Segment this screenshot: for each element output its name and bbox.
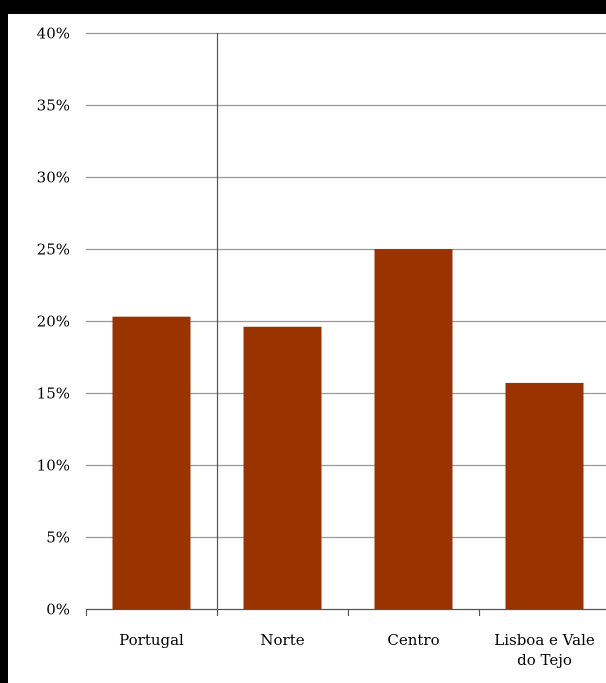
axes xyxy=(85,33,606,616)
x-axis-category-labels: Portugal Norte Centro Lisboa e Vale do Tejo xyxy=(119,631,595,669)
y-tick-label: 25% xyxy=(37,241,70,259)
bar-lisboa-e-vale-do-tejo xyxy=(505,382,584,609)
y-tick-label: 5% xyxy=(46,529,70,547)
x-category-label-line: Lisboa e Vale xyxy=(494,631,595,649)
x-category-label: Norte xyxy=(260,631,304,649)
x-category-label: Portugal xyxy=(119,631,184,649)
bar-norte xyxy=(243,326,322,609)
y-tick-label: 35% xyxy=(37,97,70,115)
y-tick-label: 20% xyxy=(37,313,70,331)
y-tick-label: 30% xyxy=(37,169,70,187)
bar-centro xyxy=(374,249,453,609)
y-axis-tick-labels: 0% 5% 10% 15% 20% 25% 30% 35% 40% xyxy=(37,25,70,619)
x-category-label: Lisboa e Vale do Tejo xyxy=(494,631,595,669)
x-category-label-line: Portugal xyxy=(119,631,184,649)
x-category-label: Centro xyxy=(387,631,439,649)
chart-frame: 0% 5% 10% 15% 20% 25% 30% 35% 40% Portugal Norte C… xyxy=(8,14,606,683)
x-category-label-line: Centro xyxy=(387,631,439,649)
y-tick-label: 10% xyxy=(37,457,70,475)
y-tick-label: 40% xyxy=(37,25,70,43)
x-category-label-line: do Tejo xyxy=(517,651,572,669)
x-category-label-line: Norte xyxy=(260,631,304,649)
bar-series xyxy=(112,249,584,609)
y-tick-label: 0% xyxy=(46,601,70,619)
bar-chart: 0% 5% 10% 15% 20% 25% 30% 35% 40% Portugal Norte C… xyxy=(37,25,606,669)
bar-portugal xyxy=(112,316,191,609)
y-tick-label: 15% xyxy=(37,385,70,403)
